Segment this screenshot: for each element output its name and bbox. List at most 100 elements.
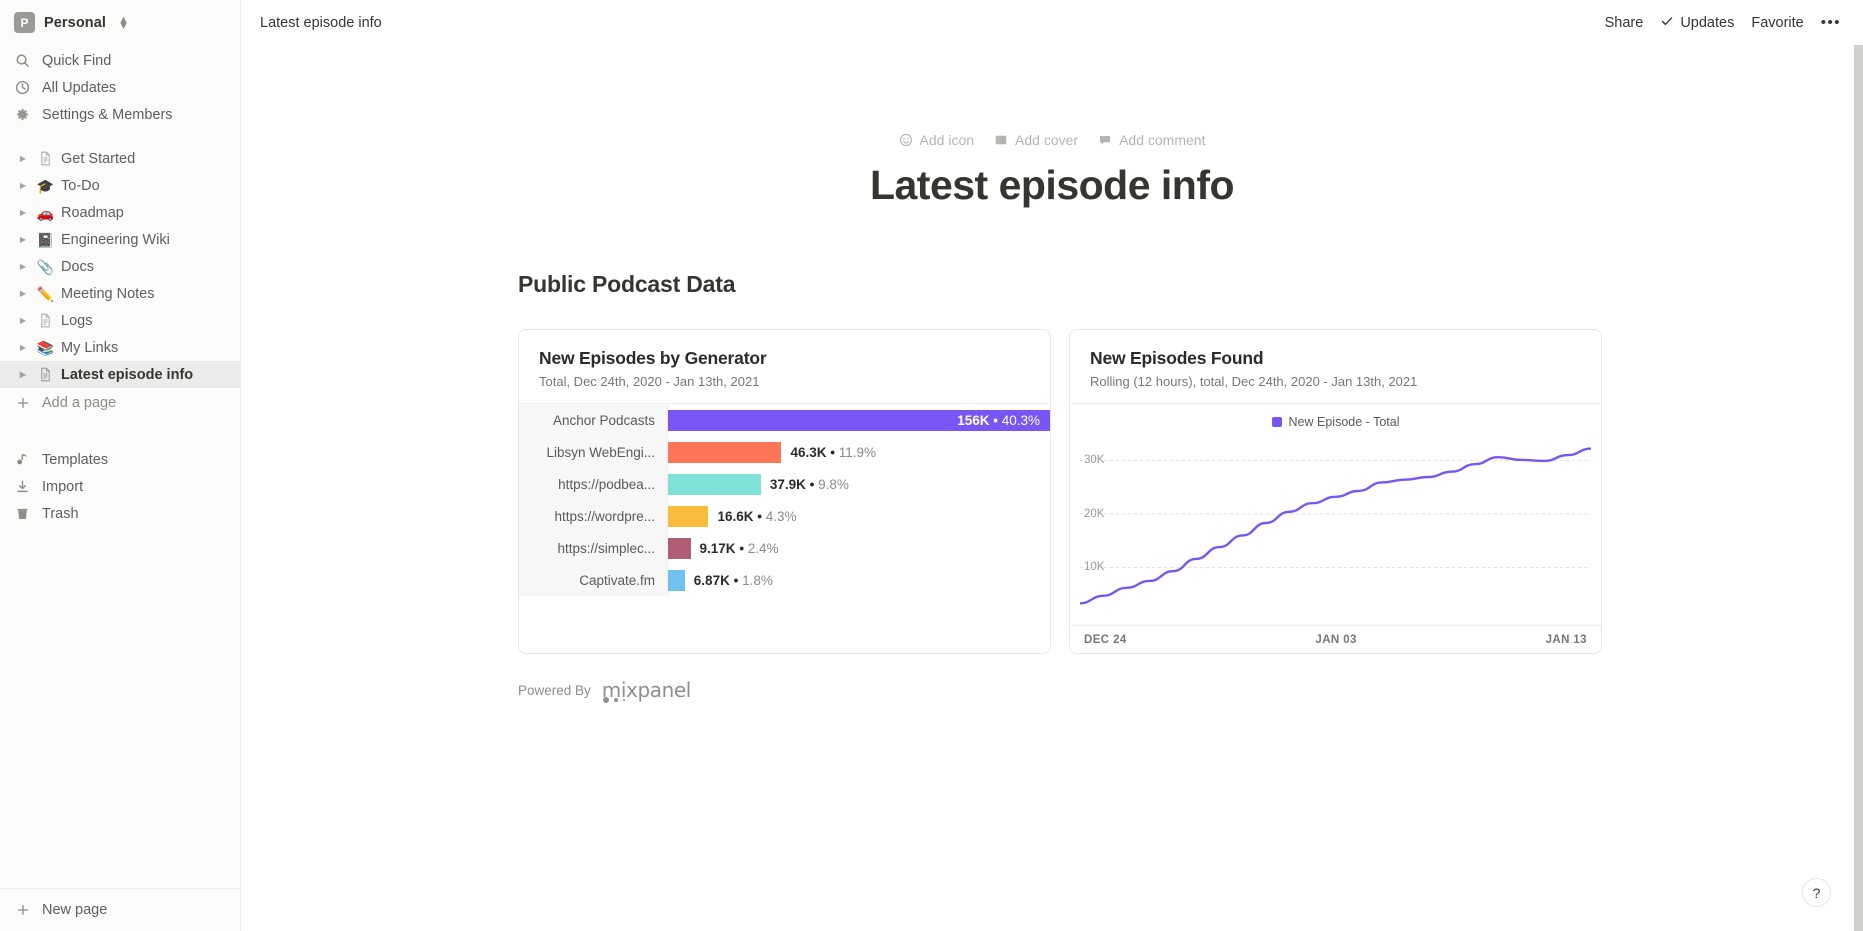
page-emoji-icon: 📓 xyxy=(36,231,55,248)
more-options-button[interactable]: ••• xyxy=(1820,14,1841,31)
bar-segment[interactable] xyxy=(668,473,761,495)
bar-row[interactable]: 46.3K • 11.9% xyxy=(668,436,1050,468)
sidebar-item-label: Latest episode info xyxy=(61,366,194,383)
bar-chart-labels-column: Anchor Podcasts Libsyn WebEngi... https:… xyxy=(519,404,668,596)
disclosure-triangle-icon[interactable]: ▶ xyxy=(19,181,27,190)
bar-value-label: 46.3K • 11.9% xyxy=(790,444,876,460)
sidebar-item-all-updates[interactable]: All Updates xyxy=(0,74,240,101)
check-icon xyxy=(1660,14,1674,32)
add-icon-button[interactable]: Add icon xyxy=(899,132,974,148)
sidebar-item-templates[interactable]: Templates xyxy=(0,446,240,473)
disclosure-triangle-icon[interactable]: ▶ xyxy=(19,370,27,379)
updates-button[interactable]: Updates xyxy=(1660,14,1734,32)
disclosure-triangle-icon[interactable]: ▶ xyxy=(19,154,27,163)
bar-segment[interactable] xyxy=(668,441,782,463)
sidebar-item-roadmap[interactable]: ▶ 🚗 Roadmap xyxy=(0,199,240,226)
bar-segment[interactable]: 156K • 40.3% xyxy=(668,409,1050,431)
image-icon xyxy=(994,133,1008,147)
sidebar-add-a-page-button[interactable]: Add a page xyxy=(0,389,240,416)
bar-chart: Anchor Podcasts Libsyn WebEngi... https:… xyxy=(519,403,1050,596)
bar-value-label: 156K • 40.3% xyxy=(957,412,1040,428)
new-page-button[interactable]: New page xyxy=(0,888,240,931)
sidebar-item-engineering-wiki[interactable]: ▶ 📓 Engineering Wiki xyxy=(0,226,240,253)
chart-header: New Episodes Found Rolling (12 hours), t… xyxy=(1070,330,1601,403)
share-button[interactable]: Share xyxy=(1604,14,1644,31)
sidebar-item-label: Quick Find xyxy=(42,52,112,69)
sidebar-item-to-do[interactable]: ▶ 🎓 To-Do xyxy=(0,172,240,199)
bar-row[interactable]: 37.9K • 9.8% xyxy=(668,468,1050,500)
bar-value-label: 6.87K • 1.8% xyxy=(693,572,773,588)
add-cover-button[interactable]: Add cover xyxy=(994,132,1078,148)
bar-category-label: Libsyn WebEngi... xyxy=(546,444,655,460)
bar-segment[interactable] xyxy=(668,537,691,559)
disclosure-triangle-icon[interactable]: ▶ xyxy=(19,235,27,244)
page-title[interactable]: Latest episode info xyxy=(869,162,1235,208)
add-comment-button[interactable]: Add comment xyxy=(1098,132,1205,148)
page-emoji-icon: 🎓 xyxy=(36,177,55,194)
bar-row[interactable]: 16.6K • 4.3% xyxy=(668,500,1050,532)
sidebar-bottom-group: Templates Import Trash xyxy=(0,444,240,527)
sidebar-item-get-started[interactable]: ▶ Get Started xyxy=(0,145,240,172)
sidebar-item-trash[interactable]: Trash xyxy=(0,500,240,527)
gear-icon xyxy=(14,106,31,123)
help-button[interactable]: ? xyxy=(1802,878,1831,907)
workspace-switcher[interactable]: P Personal ▲ ▼ xyxy=(0,0,240,45)
charts-row: New Episodes by Generator Total, Dec 24t… xyxy=(518,329,1604,654)
disclosure-triangle-icon[interactable]: ▶ xyxy=(19,208,27,217)
page-emoji-icon: 📎 xyxy=(36,258,55,275)
sidebar-item-latest-episode-info[interactable]: ▶ Latest episode info xyxy=(0,361,240,388)
sidebar-item-label: Trash xyxy=(42,505,79,522)
bar-row[interactable]: 9.17K • 2.4% xyxy=(668,532,1050,564)
disclosure-triangle-icon[interactable]: ▶ xyxy=(19,289,27,298)
document-icon xyxy=(36,367,55,382)
page-emoji-icon: ✏️ xyxy=(36,285,55,302)
sidebar-item-my-links[interactable]: ▶ 📚 My Links xyxy=(0,334,240,361)
breadcrumb[interactable]: Latest episode info xyxy=(260,14,382,31)
sidebar-item-import[interactable]: Import xyxy=(0,473,240,500)
bar-category-label: https://simplec... xyxy=(557,540,655,556)
sidebar-item-logs[interactable]: ▶ Logs xyxy=(0,307,240,334)
bar-category-label: https://wordpre... xyxy=(554,508,655,524)
section-heading[interactable]: Public Podcast Data xyxy=(518,271,736,297)
sidebar-item-label: Logs xyxy=(61,312,93,329)
bar-row[interactable]: 6.87K • 1.8% xyxy=(668,564,1050,596)
sidebar-nav-group: Quick Find All Updates Settings & Member… xyxy=(0,45,240,128)
sidebar-item-quick-find[interactable]: Quick Find xyxy=(0,47,240,74)
vertical-scrollbar[interactable] xyxy=(1854,45,1863,931)
page-emoji-icon: 📚 xyxy=(36,339,55,356)
x-axis-tick-label: JAN 13 xyxy=(1545,633,1587,646)
disclosure-triangle-icon[interactable]: ▶ xyxy=(19,343,27,352)
new-page-label: New page xyxy=(42,902,108,918)
powered-by-label: Powered By xyxy=(518,682,591,698)
sidebar-item-label: Engineering Wiki xyxy=(61,231,170,248)
bar-segment[interactable] xyxy=(668,505,709,527)
chart-subtitle: Rolling (12 hours), total, Dec 24th, 202… xyxy=(1090,374,1418,389)
chevron-updown-icon: ▲ ▼ xyxy=(118,13,129,32)
sidebar-item-docs[interactable]: ▶ 📎 Docs xyxy=(0,253,240,280)
chart-legend[interactable]: New Episode - Total xyxy=(1070,404,1601,433)
sidebar-item-label: Get Started xyxy=(61,150,136,167)
chart-card-new-episodes-by-generator: New Episodes by Generator Total, Dec 24t… xyxy=(518,329,1051,654)
bar-row[interactable]: 156K • 40.3% xyxy=(668,404,1050,436)
sidebar-item-settings-members[interactable]: Settings & Members xyxy=(0,101,240,128)
line-chart-svg xyxy=(1080,433,1591,625)
sidebar-item-label: Roadmap xyxy=(61,204,124,221)
topbar: Latest episode info Share Updates Favori… xyxy=(241,0,1863,45)
x-axis-tick-label: DEC 24 xyxy=(1084,633,1127,646)
mixpanel-dots-icon xyxy=(602,697,626,703)
favorite-button[interactable]: Favorite xyxy=(1751,14,1804,31)
line-chart-plot-area: 30K 20K 10K xyxy=(1080,433,1591,625)
bar-category-label: https://podbea... xyxy=(558,476,655,492)
bar-category-label: Anchor Podcasts xyxy=(552,412,655,428)
sidebar-item-meeting-notes[interactable]: ▶ ✏️ Meeting Notes xyxy=(0,280,240,307)
bar-value-label: 16.6K • 4.3% xyxy=(717,508,797,524)
bar-segment[interactable] xyxy=(668,569,685,591)
plus-icon xyxy=(14,394,31,411)
templates-icon xyxy=(14,451,31,468)
bar-chart-plot-area: 156K • 40.3% 46.3K • 11.9% 37.9K • 9.8% xyxy=(668,404,1050,596)
disclosure-triangle-icon[interactable]: ▶ xyxy=(19,262,27,271)
powered-by-mixpanel: Powered By mixpanel xyxy=(518,678,1604,703)
disclosure-triangle-icon[interactable]: ▶ xyxy=(19,316,27,325)
sidebar-pages-group: ▶ Get Started ▶ 🎓 To-Do ▶ 🚗 Roadmap ▶ 📓 … xyxy=(0,145,240,416)
